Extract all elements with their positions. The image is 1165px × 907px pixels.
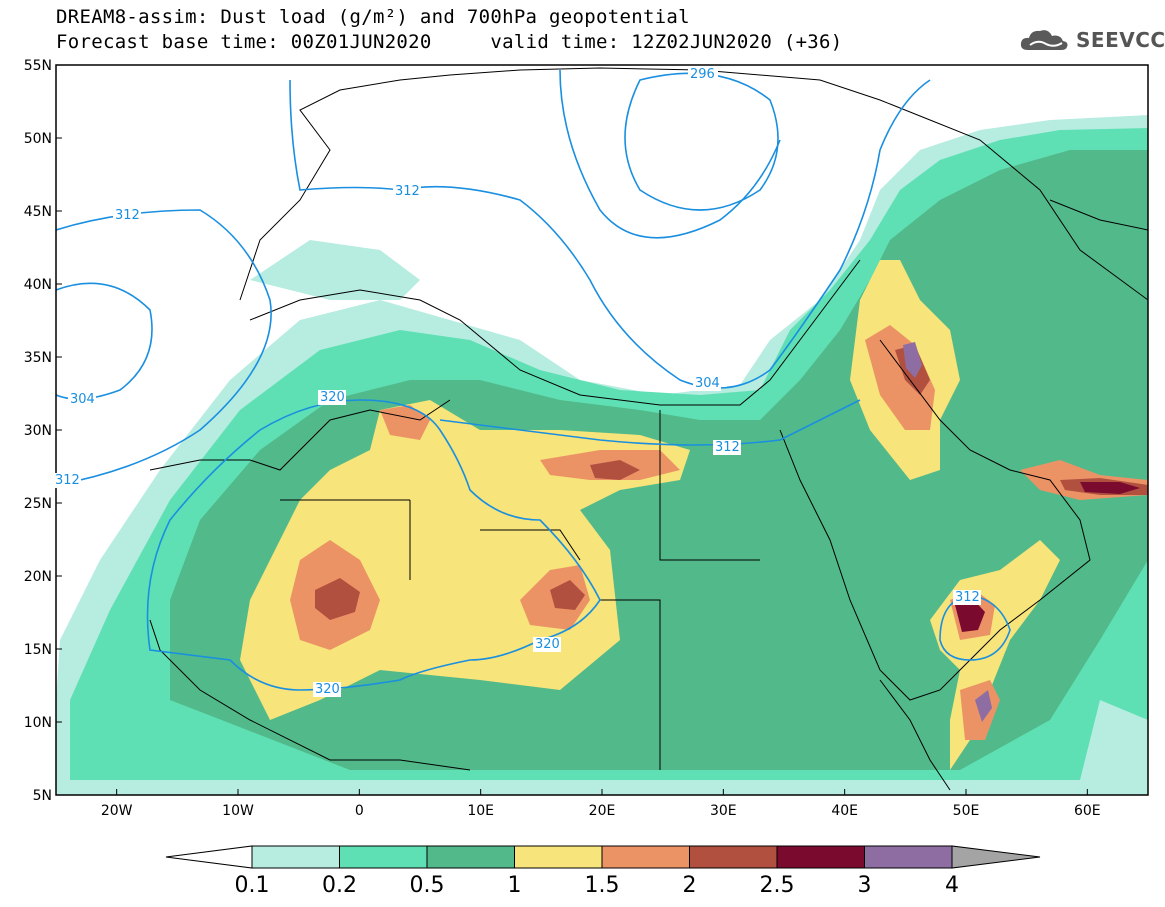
colorbar-label: 3 (858, 873, 872, 898)
logo-text: SEEVCCC (1076, 28, 1165, 52)
contour-312-south (439, 399, 861, 446)
colorbar-swatch (339, 845, 428, 869)
contour-label-320-a: 320 (320, 390, 345, 405)
lon-tick-label: 20E (589, 803, 616, 819)
coastlines (149, 67, 1148, 791)
contour-label-312-d: 312 (715, 440, 740, 455)
colorbar-label: 2.5 (760, 873, 795, 898)
contour-320 (146, 399, 601, 691)
seevccc-logo: SEEVCCC (1018, 26, 1165, 54)
dust-band-3 (955, 598, 985, 632)
contour-296 (624, 72, 779, 211)
lat-tick-label: 30N (24, 423, 52, 439)
valid-time-label: valid time: 12Z02JUN2020 (+36) (490, 31, 843, 53)
contour-label-296: 296 (690, 67, 715, 82)
contour-label-312-a: 312 (395, 184, 420, 199)
contour-label-312-c: 312 (55, 473, 80, 488)
colorbar-label: 1.5 (585, 873, 620, 898)
lon-tick-label: 20W (101, 803, 133, 819)
colorbar-swatch (776, 845, 865, 869)
dust-band-2-b (550, 580, 585, 610)
cloud-icon (1020, 30, 1068, 50)
contour-label-312-e: 312 (955, 590, 980, 605)
dust-band-4-b (975, 690, 992, 722)
colorbar-label: 0.2 (322, 873, 357, 898)
colorbar-swatch (426, 845, 515, 869)
colorbar-label: 1 (508, 873, 522, 898)
colorbar-under-triangle (165, 845, 253, 869)
colorbar-swatch (251, 845, 340, 869)
lat-tick-label: 50N (24, 131, 52, 147)
contour-labels: 296 312 312 304 304 312 320 312 312 320 … (53, 66, 981, 697)
map-title: DREAM8-assim: Dust load (g/m²) and 700hP… (56, 6, 690, 28)
base-time-label: Forecast base time: 00Z01JUN2020 (56, 31, 432, 53)
contour-label-320-c: 320 (315, 682, 340, 697)
lon-tick-label: 0 (355, 803, 364, 819)
colorbar-label: 2 (683, 873, 697, 898)
lat-tick-label: 10N (24, 715, 52, 731)
contour-label-320-b: 320 (535, 637, 560, 652)
colorbar-swatch (514, 845, 603, 869)
lat-tick-label: 15N (24, 642, 52, 658)
contour-312-north (56, 209, 272, 486)
contour-312-arabia (939, 594, 1011, 661)
lat-tick-label: 45N (24, 204, 52, 220)
contour-304 (56, 282, 153, 400)
lat-tick-label: 35N (24, 350, 52, 366)
dust-band-1.5-d (380, 405, 430, 440)
lat-tick-label: 20N (24, 569, 52, 585)
geopotential-contours (56, 69, 1011, 691)
contour-304-b (559, 69, 781, 239)
latitude-axis: 55N 50N 45N 40N 35N 30N 25N 20N 15N 10N 5N (24, 58, 62, 804)
dust-band-4 (903, 342, 922, 378)
lat-tick-label: 55N (24, 58, 52, 74)
colorbar-label: 4 (945, 873, 959, 898)
dust-field (56, 115, 1148, 795)
lon-tick-label: 10W (222, 803, 254, 819)
colorbar-swatch (689, 845, 778, 869)
lat-tick-label: 5N (33, 788, 52, 804)
time-info: Forecast base time: 00Z01JUN2020 valid t… (56, 31, 843, 53)
dust-band-3-b (1080, 482, 1140, 494)
lon-tick-label: 40E (831, 803, 858, 819)
colorbar-label: 0.1 (235, 873, 270, 898)
lon-tick-label: 60E (1074, 803, 1101, 819)
contour-label-304-a: 304 (70, 392, 95, 407)
colorbar-swatch (864, 845, 953, 869)
colorbar-swatch (601, 845, 690, 869)
dust-band-2-c (590, 460, 640, 480)
lon-tick-label: 30E (710, 803, 737, 819)
lat-tick-label: 25N (24, 496, 52, 512)
dust-band-1 (240, 400, 690, 720)
colorbar: 0.1 0.2 0.5 1 1.5 2 2.5 3 4 (165, 845, 1041, 898)
dust-band-2 (315, 578, 360, 620)
contour-label-312-b: 312 (115, 208, 140, 223)
dust-band-0.1-north (250, 240, 420, 300)
colorbar-label: 0.5 (410, 873, 445, 898)
lat-tick-label: 40N (24, 277, 52, 293)
contour-312-europe (289, 79, 931, 389)
contour-label-304-b: 304 (695, 376, 720, 391)
lon-tick-label: 10E (467, 803, 494, 819)
longitude-axis: 20W 10W 0 10E 20E 30E 40E 50E 60E (101, 789, 1101, 819)
lon-tick-label: 50E (953, 803, 980, 819)
colorbar-over-triangle (951, 845, 1041, 869)
